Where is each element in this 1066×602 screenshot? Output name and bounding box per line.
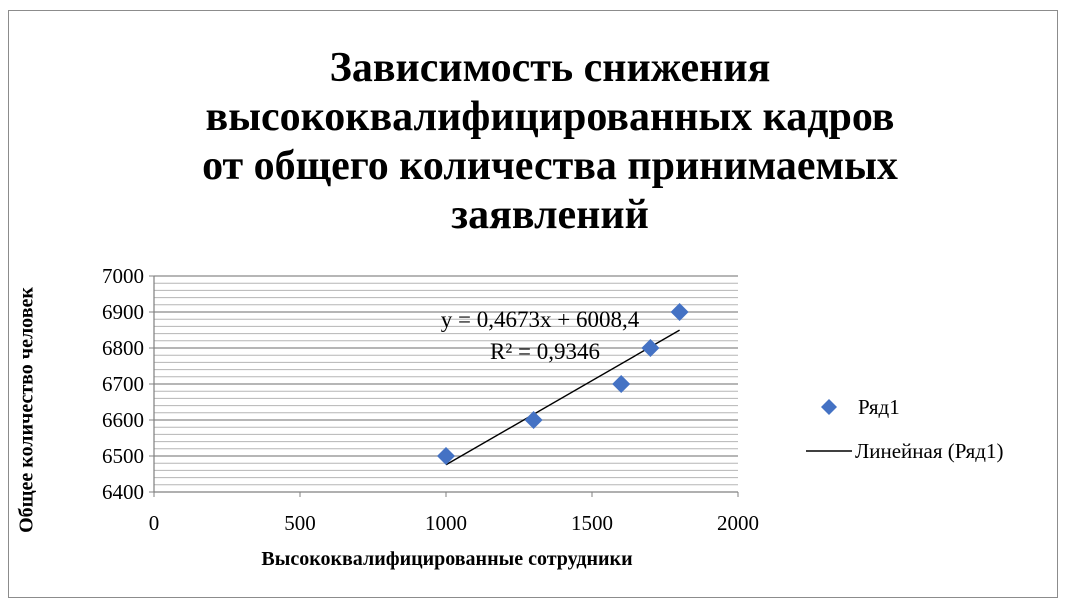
x-tick-label: 500 bbox=[284, 511, 316, 535]
y-tick-label: 6500 bbox=[102, 444, 144, 468]
trendline-equation: y = 0,4673x + 6008,4 bbox=[441, 307, 640, 332]
x-tick-label: 0 bbox=[149, 511, 160, 535]
trendline-layer bbox=[445, 329, 680, 466]
chart-title-line: высококвалифицированных кадров bbox=[205, 94, 895, 140]
data-point bbox=[437, 447, 455, 465]
chart-area bbox=[8, 10, 1058, 598]
legend: Ряд1 Линейная (Ряд1) bbox=[806, 395, 1003, 463]
y-tick-label: 6600 bbox=[102, 408, 144, 432]
y-tick-label: 7000 bbox=[102, 264, 144, 288]
data-point bbox=[641, 339, 660, 357]
y-tick-label: 6700 bbox=[102, 372, 144, 396]
trendline-labels: y = 0,4673x + 6008,4 R² = 0,9346 bbox=[441, 307, 640, 364]
chart-title-line: от общего количества принимаемых bbox=[202, 143, 898, 189]
legend-label-trendline: Линейная (Ряд1) bbox=[855, 439, 1003, 463]
legend-label-series: Ряд1 bbox=[858, 395, 900, 419]
y-tick-label: 6800 bbox=[102, 336, 144, 360]
x-axis-title: Высококвалифицированные сотрудники bbox=[261, 548, 633, 570]
data-point bbox=[612, 375, 631, 393]
x-tick-label: 1500 bbox=[571, 511, 613, 535]
grid-lines bbox=[154, 275, 738, 486]
x-tick-label: 1000 bbox=[425, 511, 467, 535]
y-tick-label: 6400 bbox=[102, 480, 144, 504]
x-tick-label: 2000 bbox=[717, 511, 759, 535]
trendline-r-squared: R² = 0,9346 bbox=[490, 339, 600, 364]
trendline bbox=[445, 329, 680, 466]
data-points bbox=[437, 303, 689, 465]
chart-title-line: заявлений bbox=[451, 192, 649, 238]
chart-title-line: Зависимость снижения bbox=[329, 45, 771, 91]
chart-title: Зависимость снижения высококвалифицирован… bbox=[150, 44, 950, 240]
data-point bbox=[524, 411, 543, 429]
legend-marker-series bbox=[821, 399, 837, 415]
data-point bbox=[670, 303, 689, 321]
y-tick-label: 6900 bbox=[102, 300, 144, 324]
axes bbox=[149, 275, 739, 497]
tick-labels: 6400 6500 6600 6700 6800 6900 7000 0 500 1000 1500… bbox=[102, 264, 759, 535]
